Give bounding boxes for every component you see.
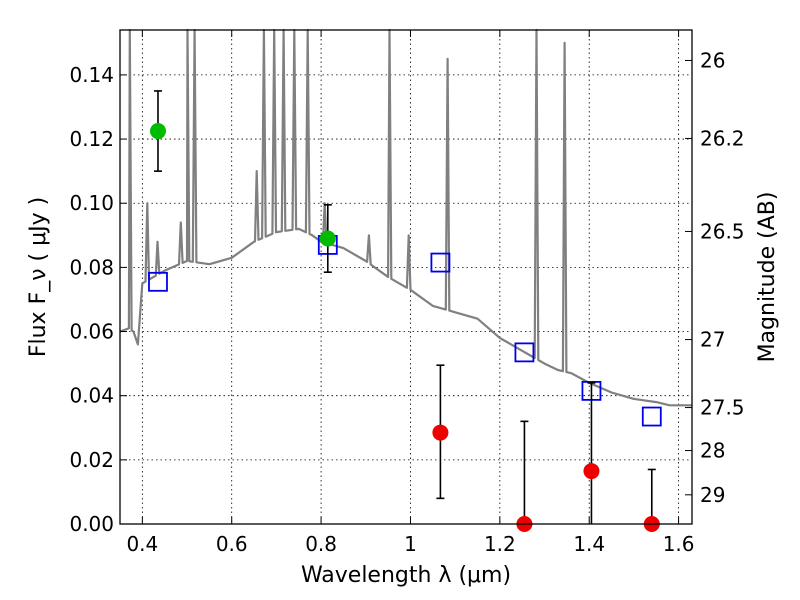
x-tick-label: 1.4 [573,532,605,556]
right-tick-label: 26.5 [700,219,745,243]
right-tick-label: 29 [700,483,725,507]
y-tick-label: 0.14 [69,63,114,87]
x-tick-label: 1.6 [663,532,695,556]
y-tick-label: 0.10 [69,191,114,215]
x-tick-label: 0.4 [126,532,158,556]
spectrum [119,28,692,407]
data-point [319,230,336,247]
right-axis-title: Magnitude (AB) [755,192,780,363]
x-tick-label: 1.2 [484,532,516,556]
y-tick-label: 0.08 [69,255,114,279]
grid-lines [120,30,692,525]
x-tick-label: 1 [404,532,417,556]
y-tick-label: 0.00 [69,512,114,536]
plot-frame [119,29,693,525]
model-box [514,342,535,363]
y-axis-title: Flux F_ν ( μJy ) [26,197,51,357]
spectrum-line [119,28,692,407]
right-tick-label: 27 [700,328,725,352]
y-tick-label: 0.02 [69,448,114,472]
model-box [430,252,451,273]
y-tick-label: 0.12 [69,127,114,151]
data-point [583,463,600,480]
axis-ticks: 0.4 0.6 0.8 1 1.2 1.4 1.6 0.00 0.02 0.04 0.06 0.08 0… [69,30,745,556]
y-tick-label: 0.04 [69,384,114,408]
right-tick-label: 28 [700,439,725,463]
x-tick-label: 0.6 [216,532,248,556]
x-tick-label: 0.8 [305,532,337,556]
data-marks [148,90,662,532]
data-point [432,424,449,441]
model-box [148,271,168,292]
x-axis-title: Wavelength λ (μm) [301,563,511,588]
right-tick-label: 27.5 [700,396,745,420]
model-box [641,406,662,427]
y-tick-label: 0.06 [69,320,114,344]
right-tick-label: 26 [700,48,725,72]
right-tick-label: 26.2 [700,126,745,150]
data-point [149,123,166,140]
